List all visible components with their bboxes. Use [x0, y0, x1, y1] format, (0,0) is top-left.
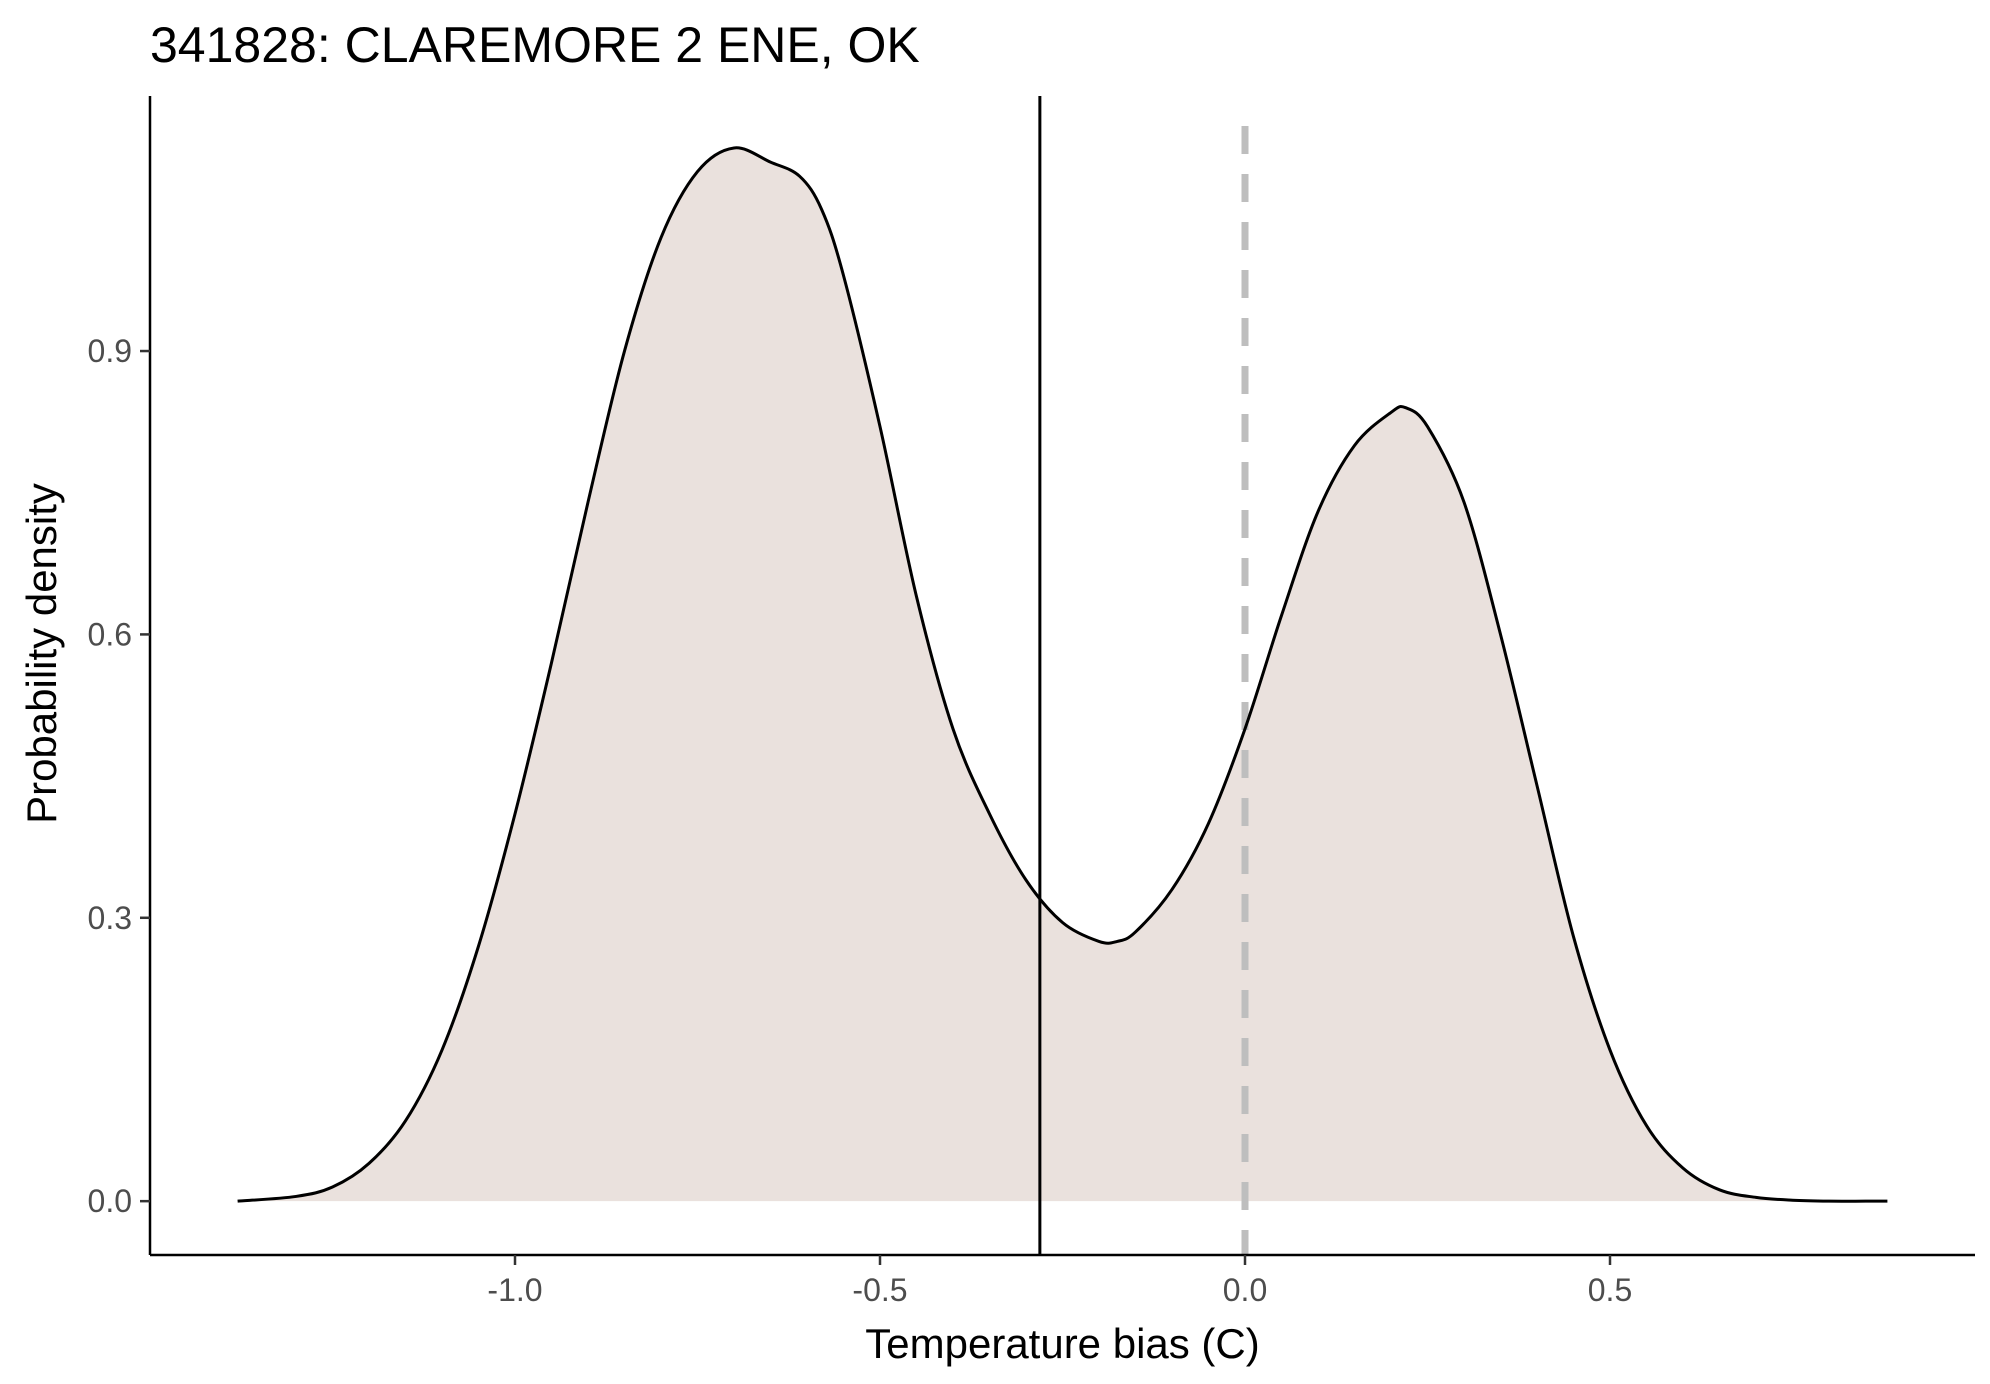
y-tick-label: 0.3: [88, 900, 132, 936]
y-axis-ticks: 0.0 0.3 0.6 0.9: [88, 333, 150, 1219]
plot-area: [237, 96, 1888, 1255]
x-axis-ticks: -1.0 -0.5 0.0 0.5: [487, 1255, 1632, 1308]
chart-title: 341828: CLAREMORE 2 ENE, OK: [150, 17, 920, 73]
x-tick-label: -1.0: [487, 1272, 542, 1308]
x-tick-label: -0.5: [852, 1272, 907, 1308]
x-tick-label: 0.0: [1223, 1272, 1267, 1308]
y-axis-title: Probability density: [18, 483, 65, 824]
y-tick-label: 0.6: [88, 616, 132, 652]
x-axis-title: Temperature bias (C): [865, 1320, 1259, 1367]
x-tick-label: 0.5: [1588, 1272, 1632, 1308]
density-curve-line: [237, 146, 1888, 1203]
density-area-fill: [237, 147, 1888, 1202]
y-tick-label: 0.9: [88, 333, 132, 369]
y-tick-label: 0.0: [88, 1183, 132, 1219]
